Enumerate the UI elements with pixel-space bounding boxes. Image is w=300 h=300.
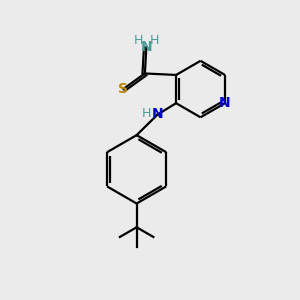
Text: H: H xyxy=(142,107,151,120)
Text: N: N xyxy=(219,96,231,110)
Text: N: N xyxy=(152,107,164,122)
Text: H: H xyxy=(133,34,143,47)
Text: N: N xyxy=(140,40,152,54)
Text: H: H xyxy=(150,34,159,47)
Text: S: S xyxy=(118,82,128,96)
